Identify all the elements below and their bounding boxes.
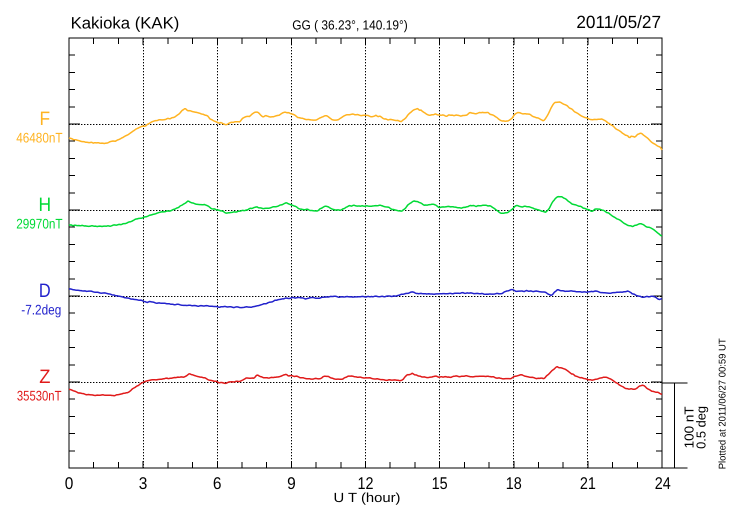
svg-text:D: D — [39, 280, 51, 302]
svg-text:-7.2deg: -7.2deg — [21, 302, 61, 318]
svg-text:H: H — [39, 194, 52, 216]
svg-text:Plotted at 2011/06/27 00:59 UT: Plotted at 2011/06/27 00:59 UT — [718, 338, 729, 469]
svg-text:12: 12 — [358, 474, 374, 493]
svg-text:24: 24 — [655, 474, 671, 493]
svg-text:Kakioka (KAK): Kakioka (KAK) — [71, 15, 180, 33]
svg-text:Z: Z — [39, 366, 50, 388]
svg-text:18: 18 — [506, 474, 522, 493]
svg-text:15: 15 — [432, 474, 448, 493]
svg-text:3: 3 — [139, 474, 148, 493]
svg-text:29970nT: 29970nT — [16, 216, 63, 232]
svg-text:46480nT: 46480nT — [16, 130, 63, 146]
svg-text:6: 6 — [213, 474, 222, 493]
svg-text:0: 0 — [65, 474, 74, 493]
svg-text:21: 21 — [580, 474, 596, 493]
svg-text:100 nT: 100 nT — [682, 406, 697, 448]
svg-text:35530nT: 35530nT — [17, 388, 62, 404]
svg-text:0.5 deg: 0.5 deg — [694, 406, 709, 449]
svg-text:U T (hour): U T (hour) — [334, 490, 401, 505]
svg-text:F: F — [40, 108, 51, 130]
svg-text:2011/05/27: 2011/05/27 — [576, 12, 661, 32]
svg-text:9: 9 — [287, 474, 296, 493]
svg-text:GG ( 36.23°, 140.19°): GG ( 36.23°, 140.19°) — [292, 17, 407, 32]
